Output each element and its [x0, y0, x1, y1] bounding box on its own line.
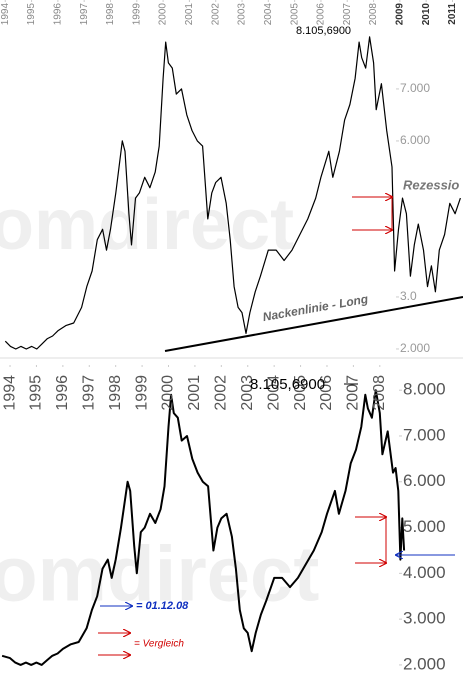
y-tick-label: 2.000: [400, 341, 430, 355]
x-tick-label: 2003: [239, 375, 256, 411]
price-line: [4, 36, 461, 350]
x-tick-label: 2002: [213, 375, 230, 411]
x-tick-label: 2007: [345, 375, 362, 411]
x-tick-label: 2004: [263, 3, 274, 26]
x-tick-label: 1994: [1, 375, 18, 411]
y-tick-label: 3.0: [400, 289, 417, 303]
annotation: Rezessio: [403, 177, 459, 192]
annotation: 8.105,6900: [296, 25, 351, 37]
x-tick-label: 1996: [54, 375, 71, 411]
x-tick-label: 2010: [421, 3, 432, 26]
x-tick-label: 1997: [80, 375, 97, 411]
x-tick-label: 2011: [447, 3, 458, 25]
x-tick-label: 1998: [107, 375, 124, 411]
x-tick-label: 2002: [210, 3, 221, 26]
x-tick-label: 2008: [371, 375, 388, 411]
x-tick-label: 1999: [131, 3, 142, 26]
x-tick-label: 1999: [133, 375, 150, 411]
x-tick-label: 2009: [395, 3, 406, 26]
y-tick-label: 8.000: [403, 380, 446, 399]
y-tick-label: 6.000: [400, 133, 430, 147]
x-tick-label: 1998: [105, 3, 116, 26]
x-tick-label: 2001: [184, 3, 195, 26]
neckline: [164, 296, 463, 352]
price-line: [1, 389, 406, 666]
x-tick-label: 1996: [53, 3, 64, 26]
y-tick-label: 4.000: [403, 563, 446, 582]
y-tick-label: 7.000: [400, 81, 430, 95]
x-tick-label: 2004: [265, 375, 282, 411]
x-tick-label: 1994: [0, 3, 11, 26]
y-tick-label: 6.000: [403, 471, 446, 490]
x-tick-label: 2007: [342, 3, 353, 26]
x-tick-label: 2005: [289, 3, 300, 26]
y-tick-label: 7.000: [403, 425, 446, 444]
y-tick-label: 3.000: [403, 609, 446, 628]
x-tick-label: 2008: [368, 3, 379, 26]
x-tick-label: 2000: [160, 375, 177, 411]
annotation: 8.105,6900: [250, 376, 325, 393]
x-tick-label: 2001: [186, 375, 203, 411]
x-tick-label: 1995: [26, 3, 37, 26]
annotation: = 01.12.08: [136, 600, 189, 612]
annotation: = Vergleich: [134, 639, 184, 650]
x-tick-label: 2003: [237, 3, 248, 26]
x-tick-label: 2000: [158, 3, 169, 26]
x-tick-label: 1997: [79, 3, 90, 26]
x-tick-label: 1995: [28, 375, 45, 411]
x-tick-label: 2006: [316, 3, 327, 26]
x-tick-label: 2006: [318, 375, 335, 411]
y-tick-label: 2.000: [403, 654, 446, 673]
x-tick-label: 2005: [292, 375, 309, 411]
y-tick-label: 5.000: [403, 517, 446, 536]
watermark: omdirect: [0, 185, 294, 265]
